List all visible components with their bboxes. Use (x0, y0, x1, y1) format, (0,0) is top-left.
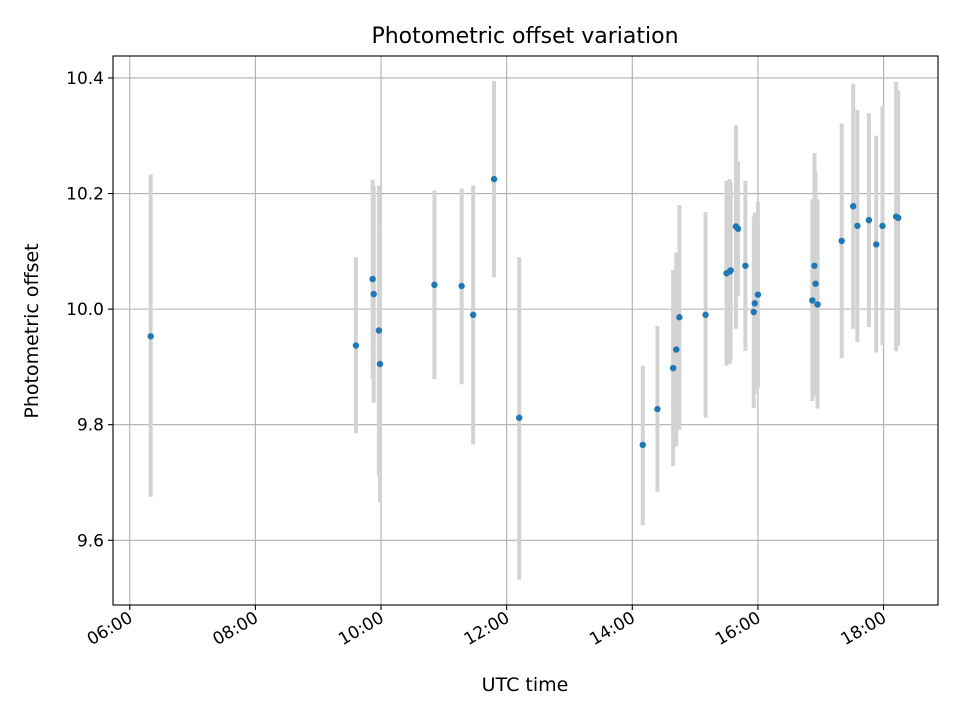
data-point (669, 364, 677, 372)
x-axis-label: UTC time (482, 674, 569, 696)
data-point (516, 414, 523, 421)
data-point (854, 222, 861, 230)
data-point (742, 262, 749, 269)
data-point (754, 291, 762, 298)
data-point (654, 405, 661, 413)
data-point (469, 311, 477, 319)
chart-title: Photometric offset variation (371, 24, 678, 49)
data-point (458, 282, 465, 290)
data-point (431, 281, 438, 289)
data-point (676, 314, 683, 321)
data-point (369, 275, 376, 283)
data-point (751, 300, 758, 307)
data-point (814, 301, 821, 308)
data-point (849, 203, 857, 210)
data-point (147, 333, 154, 340)
data-point (895, 214, 902, 222)
data-point (809, 297, 816, 304)
data-point (812, 280, 819, 287)
y-tick-label: 10.4 (66, 69, 104, 89)
data-point (865, 216, 873, 224)
data-point (750, 308, 757, 316)
y-tick-label: 9.8 (77, 416, 104, 436)
data-point (376, 360, 384, 368)
data-point (734, 225, 742, 232)
data-point (727, 267, 734, 274)
data-point (375, 327, 383, 334)
y-tick-label: 9.6 (77, 531, 104, 551)
data-point (370, 290, 377, 298)
data-points (147, 175, 902, 449)
y-tick-label: 10.2 (66, 185, 104, 205)
data-point (673, 346, 680, 353)
data-point (879, 222, 886, 230)
data-point (811, 262, 818, 269)
data-point (490, 175, 498, 183)
data-point (352, 342, 360, 349)
y-axis-label: Photometric offset (21, 243, 43, 418)
data-point (873, 241, 880, 248)
data-point (639, 441, 646, 449)
data-point (702, 311, 709, 319)
plot-frame (112, 55, 939, 606)
y-tick-label: 10.0 (66, 300, 104, 320)
data-point (838, 237, 845, 245)
